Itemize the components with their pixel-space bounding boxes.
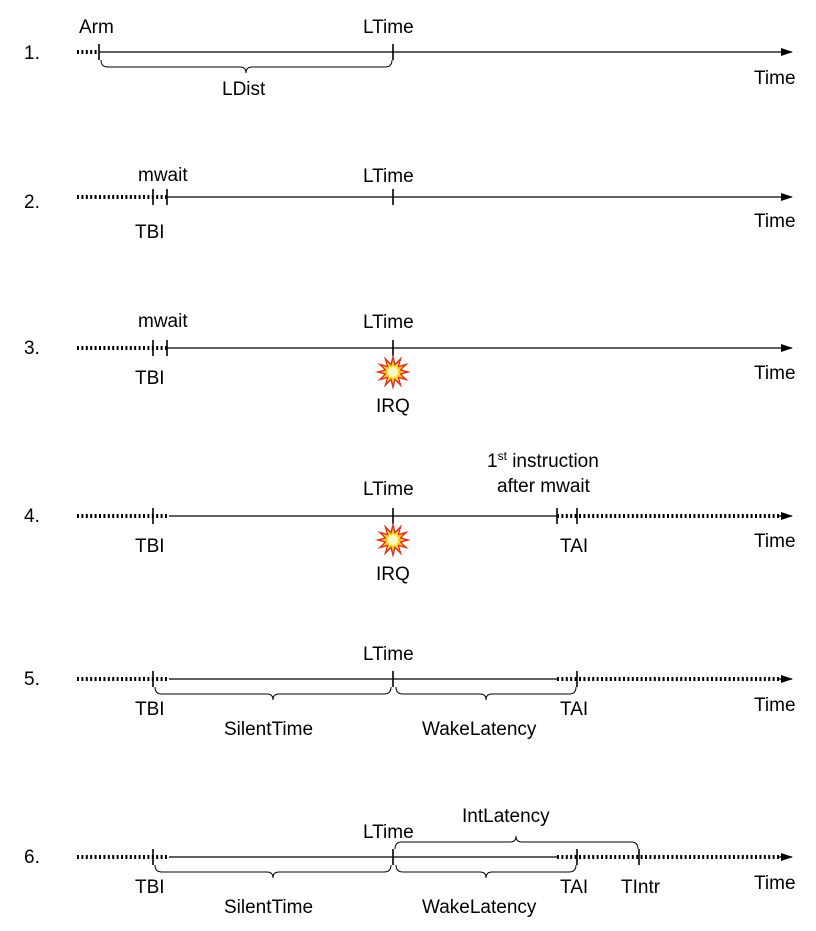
tintr-label: TIntr: [621, 877, 661, 898]
row-number: 3.: [24, 338, 40, 359]
mwait-label: mwait: [138, 311, 188, 332]
time-label: Time: [754, 68, 796, 89]
row-number: 6.: [24, 847, 40, 868]
tbi-label: TBI: [135, 536, 165, 557]
silent-time-brace: [154, 864, 392, 879]
row-3: 3. mwait LTime TBI IRQ Time: [24, 311, 796, 417]
time-label: Time: [754, 363, 796, 384]
time-label: Time: [754, 531, 796, 552]
row-2: 2. mwait LTime TBI Time: [24, 165, 796, 243]
ltime-label: LTime: [363, 822, 414, 843]
silent-time-brace: [154, 686, 392, 701]
wake-latency-brace: [395, 864, 577, 879]
wake-latency-label: WakeLatency: [422, 719, 537, 740]
silent-time-label: SilentTime: [224, 897, 313, 918]
ltime-label: LTime: [363, 312, 414, 333]
first-instruction-label: 1st instruction: [487, 449, 599, 472]
tbi-label: TBI: [135, 222, 165, 243]
row-number: 1.: [24, 43, 40, 64]
tai-label: TAI: [560, 699, 588, 720]
int-latency-label: IntLatency: [462, 806, 550, 827]
irq-burst-icon: [375, 354, 411, 390]
row-6: 6. IntLatency LTime TBI TAI TIntr Silent…: [24, 806, 796, 918]
wake-latency-brace: [395, 686, 577, 701]
tbi-label: TBI: [135, 699, 165, 720]
ltime-label: LTime: [363, 166, 414, 187]
row-1: 1. Arm LTime LDist Time: [24, 17, 796, 100]
row-number: 5.: [24, 669, 40, 690]
ltime-label: LTime: [363, 479, 414, 500]
mwait-label: mwait: [138, 165, 188, 186]
int-latency-brace: [394, 835, 639, 850]
ldist-brace: [100, 59, 393, 74]
ldist-label: LDist: [222, 79, 266, 100]
row-5: 5. LTime TBI TAI SilentTime WakeLatency …: [24, 644, 796, 740]
irq-label: IRQ: [376, 396, 410, 417]
ltime-label: LTime: [363, 17, 414, 38]
tbi-label: TBI: [135, 877, 165, 898]
row-number: 2.: [24, 192, 40, 213]
silent-time-label: SilentTime: [224, 719, 313, 740]
time-label: Time: [754, 873, 796, 894]
after-mwait-label: after mwait: [497, 476, 591, 497]
burst-core: [386, 365, 400, 379]
tai-label: TAI: [560, 536, 588, 557]
row-4: 4. 1st instruction after mwait LTime TBI…: [24, 449, 796, 585]
arm-label: Arm: [79, 17, 114, 38]
tai-label: TAI: [560, 877, 588, 898]
tbi-label: TBI: [135, 368, 165, 389]
ltime-label: LTime: [363, 644, 414, 665]
burst-core: [386, 533, 400, 547]
time-label: Time: [754, 211, 796, 232]
time-label: Time: [754, 695, 796, 716]
irq-label: IRQ: [376, 564, 410, 585]
wake-latency-label: WakeLatency: [422, 897, 537, 918]
irq-burst-icon: [375, 522, 411, 558]
row-number: 4.: [24, 506, 40, 527]
